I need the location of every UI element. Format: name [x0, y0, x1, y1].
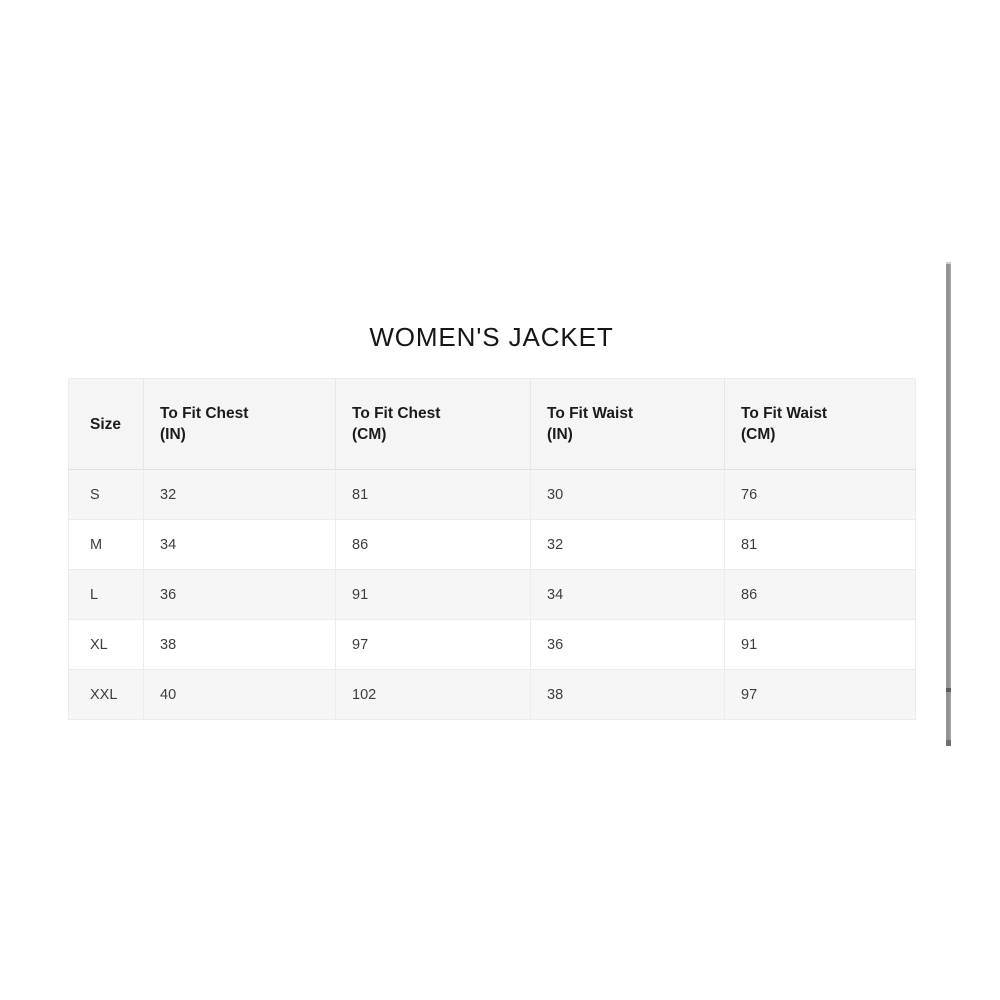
right-edge-strip-top-cap: [946, 262, 951, 264]
table-row: XXL 40 102 38 97: [68, 669, 916, 720]
cell-chest-cm: 102: [335, 669, 531, 720]
column-header-waist-in-line2: (IN): [547, 426, 573, 443]
cell-chest-cm: 97: [335, 619, 531, 670]
column-header-chest-cm-line2: (CM): [352, 426, 387, 443]
column-header-chest-cm: To Fit Chest (CM): [335, 378, 531, 470]
cell-waist-in: 38: [530, 669, 725, 720]
cell-waist-cm: 97: [724, 669, 916, 720]
column-header-size: Size: [68, 378, 144, 470]
right-edge-strip: [946, 262, 951, 746]
cell-waist-cm: 91: [724, 619, 916, 670]
table-header: Size To Fit Chest (IN) To Fit Chest (CM)…: [68, 378, 916, 470]
table-row: XL 38 97 36 91: [68, 619, 916, 670]
cell-waist-in: 30: [530, 469, 725, 520]
page-title: WOMEN'S JACKET: [369, 322, 614, 352]
cell-size: XL: [68, 619, 144, 670]
cell-size: S: [68, 469, 144, 520]
column-header-waist-cm-line2: (CM): [741, 426, 776, 443]
table-row: M 34 86 32 81: [68, 519, 916, 570]
cell-chest-cm: 86: [335, 519, 531, 570]
cell-waist-cm: 86: [724, 569, 916, 620]
cell-chest-cm: 91: [335, 569, 531, 620]
cell-size: XXL: [68, 669, 144, 720]
table-row: L 36 91 34 86: [68, 569, 916, 620]
cell-chest-in: 40: [143, 669, 336, 720]
cell-waist-in: 34: [530, 569, 725, 620]
column-header-chest-in: To Fit Chest (IN): [143, 378, 336, 470]
column-header-waist-in: To Fit Waist (IN): [530, 378, 725, 470]
cell-chest-in: 32: [143, 469, 336, 520]
column-header-chest-in-line2: (IN): [160, 426, 186, 443]
cell-waist-in: 36: [530, 619, 725, 670]
size-chart-container: Size To Fit Chest (IN) To Fit Chest (CM)…: [68, 378, 916, 720]
right-edge-strip-notch: [946, 688, 951, 692]
size-chart-table: Size To Fit Chest (IN) To Fit Chest (CM)…: [68, 378, 916, 720]
cell-chest-in: 36: [143, 569, 336, 620]
cell-waist-in: 32: [530, 519, 725, 570]
column-header-waist-in-line1: To Fit Waist: [547, 405, 634, 422]
column-header-chest-in-line1: To Fit Chest: [160, 405, 249, 422]
table-body: S 32 81 30 76 M 34 86 32 81 L 36 91: [68, 469, 916, 720]
cell-size: L: [68, 569, 144, 620]
cell-chest-in: 38: [143, 619, 336, 670]
cell-waist-cm: 76: [724, 469, 916, 520]
column-header-size-line1: Size: [90, 415, 122, 433]
cell-waist-cm: 81: [724, 519, 916, 570]
column-header-chest-cm-line1: To Fit Chest: [352, 405, 441, 422]
column-header-waist-cm: To Fit Waist (CM): [724, 378, 916, 470]
cell-chest-in: 34: [143, 519, 336, 570]
table-row: S 32 81 30 76: [68, 469, 916, 520]
cell-chest-cm: 81: [335, 469, 531, 520]
table-header-row: Size To Fit Chest (IN) To Fit Chest (CM)…: [68, 378, 916, 470]
column-header-waist-cm-line1: To Fit Waist: [741, 405, 828, 422]
cell-size: M: [68, 519, 144, 570]
right-edge-strip-bottom-cap: [946, 740, 951, 746]
